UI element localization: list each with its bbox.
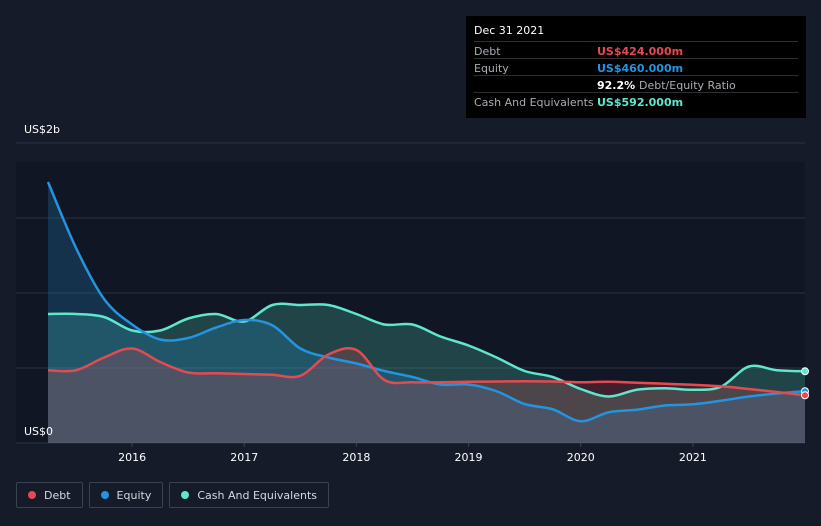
tooltip-label-debt: Debt <box>474 45 501 58</box>
tooltip-ratio-value: 92.2% <box>597 79 636 92</box>
x-tick-label: 2019 <box>455 451 483 464</box>
x-tick-label: 2016 <box>118 451 146 464</box>
series-areas <box>48 182 805 443</box>
area-debt <box>48 348 805 443</box>
endpoint-debt <box>801 391 809 400</box>
legend-label-cash: Cash And Equivalents <box>197 488 317 502</box>
tooltip-label-cash: Cash And Equivalents <box>474 96 594 109</box>
legend-label-debt: Debt <box>44 488 71 502</box>
legend-dot-equity <box>100 491 109 499</box>
tooltip-panel: Dec 31 2021 Debt US$424.000m Equity US$4… <box>466 16 806 118</box>
y-tick-label: US$2b <box>24 123 60 136</box>
line-equity <box>46 181 806 423</box>
legend-item-equity[interactable]: Equity <box>88 482 164 508</box>
legend-dot-debt <box>28 491 36 499</box>
tooltip-value-equity: US$460.000m <box>597 62 684 75</box>
tooltip-row-ratio: 92.2% Debt/Equity Ratio <box>474 75 798 93</box>
tooltip-label-equity: Equity <box>474 62 509 75</box>
tooltip-value-cash: US$592.000m <box>597 96 684 109</box>
x-tick-label: 2020 <box>567 451 595 464</box>
line-cash <box>47 302 806 398</box>
legend: Debt Equity Cash And Equivalents <box>16 482 329 508</box>
series-endpoints <box>801 367 809 400</box>
tooltip-ratio-label: Debt/Equity Ratio <box>639 79 736 92</box>
grid <box>16 142 805 444</box>
tooltip-row-cash: Cash And Equivalents US$592.000m <box>474 92 798 110</box>
x-tick-label: 2017 <box>230 451 258 464</box>
legend-dot-cash <box>181 491 190 499</box>
tooltip-ratio: 92.2% Debt/Equity Ratio <box>597 79 736 92</box>
legend-label-equity: Equity <box>116 488 152 502</box>
legend-item-debt[interactable]: Debt <box>16 482 83 508</box>
plot-background <box>16 162 805 443</box>
x-tick-label: 2018 <box>342 451 370 464</box>
area-cash <box>48 303 805 443</box>
line-debt <box>47 347 806 397</box>
legend-item-cash[interactable]: Cash And Equivalents <box>169 482 329 508</box>
area-equity <box>48 182 805 443</box>
tooltip-date: Dec 31 2021 <box>474 24 545 37</box>
x-axis-ticks: 2016 2017 2018 2019 2020 2021 <box>118 443 707 464</box>
y-axis-ticks: US$2b US$0 <box>24 123 60 438</box>
series-lines <box>46 181 806 423</box>
x-tick-label: 2021 <box>679 451 707 464</box>
tooltip-row-debt: Debt US$424.000m <box>474 41 798 59</box>
tooltip-value-debt: US$424.000m <box>597 45 684 58</box>
endpoint-cash <box>801 367 809 376</box>
tooltip-row-equity: Equity US$460.000m <box>474 58 798 76</box>
y-tick-label: US$0 <box>24 425 53 438</box>
